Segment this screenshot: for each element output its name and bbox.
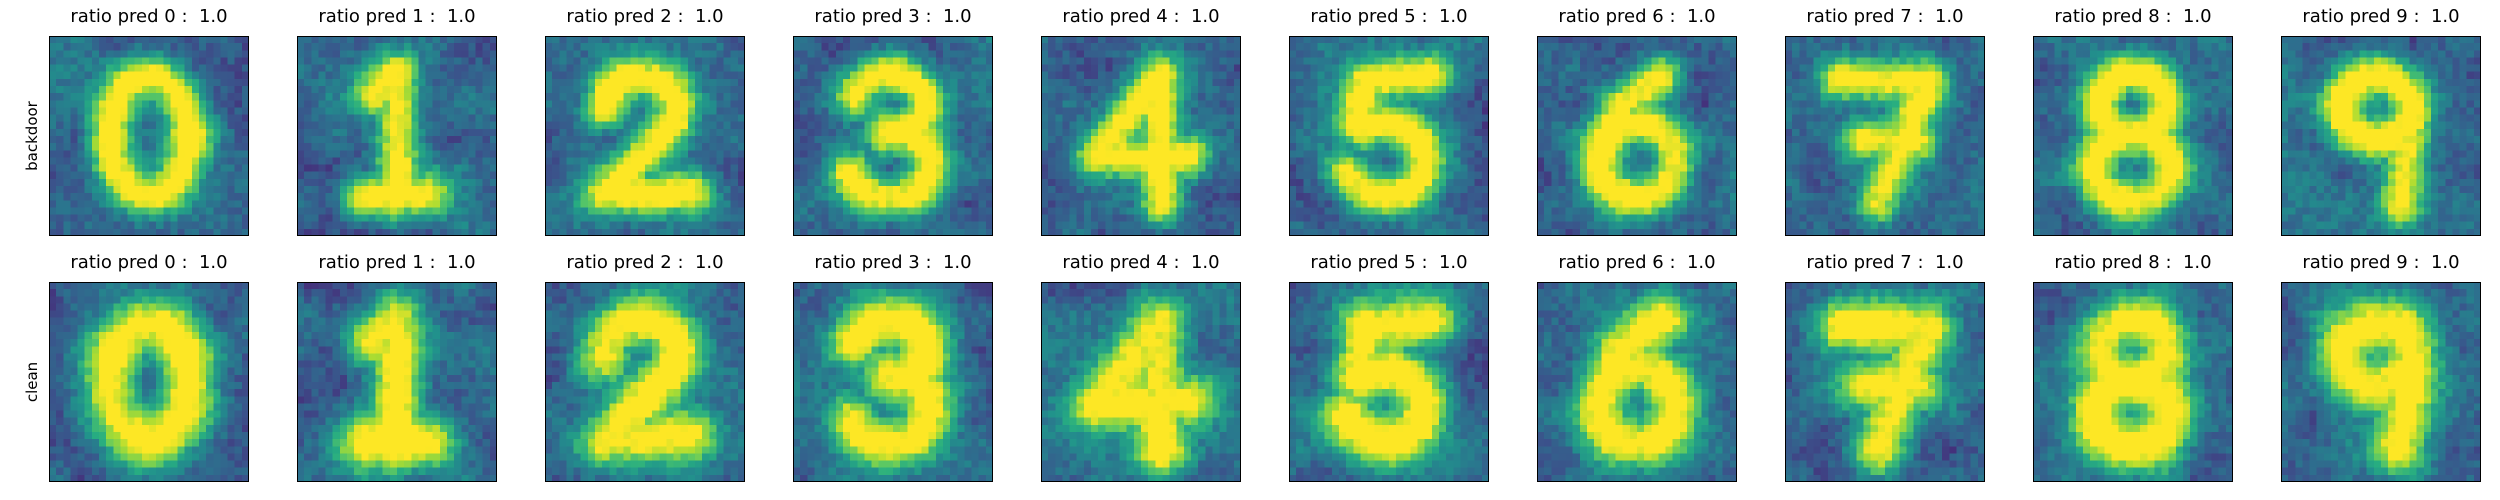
heatmap-panel-backdoor-5: ratio pred 5 : 1.0: [1289, 6, 1489, 236]
heatmap-panel-backdoor-7: ratio pred 7 : 1.0: [1785, 6, 1985, 236]
panel-title: ratio pred 5 : 1.0: [1310, 252, 1468, 273]
row-label-clean: clean: [20, 282, 44, 482]
heatmap-panel-clean-1: ratio pred 1 : 1.0: [297, 252, 497, 482]
heatmap-panel-backdoor-6: ratio pred 6 : 1.0: [1537, 6, 1737, 236]
heatmap-panel-clean-0: ratio pred 0 : 1.0: [49, 252, 249, 482]
heatmap-panel-backdoor-0: ratio pred 0 : 1.0: [49, 6, 249, 236]
heatmap-image: [1041, 36, 1241, 236]
row-label-text: backdoor: [23, 101, 42, 171]
heatmap-panel-backdoor-9: ratio pred 9 : 1.0: [2281, 6, 2481, 236]
heatmap-image: [297, 282, 497, 482]
heatmap-panel-clean-5: ratio pred 5 : 1.0: [1289, 252, 1489, 482]
heatmap-panel-clean-2: ratio pred 2 : 1.0: [545, 252, 745, 482]
panel-title: ratio pred 4 : 1.0: [1062, 6, 1220, 27]
panel-title: ratio pred 7 : 1.0: [1806, 252, 1964, 273]
heatmap-image: [1785, 36, 1985, 236]
row-label-text: clean: [23, 361, 41, 403]
heatmap-panel-clean-4: ratio pred 4 : 1.0: [1041, 252, 1241, 482]
panel-title: ratio pred 3 : 1.0: [814, 6, 972, 27]
panel-title: ratio pred 7 : 1.0: [1806, 6, 1964, 27]
panel-title: ratio pred 1 : 1.0: [318, 6, 476, 27]
heatmap-panel-clean-6: ratio pred 6 : 1.0: [1537, 252, 1737, 482]
heatmap-image: [1289, 36, 1489, 236]
heatmap-image: [2281, 282, 2481, 482]
panel-title: ratio pred 6 : 1.0: [1558, 252, 1716, 273]
panel-title: ratio pred 1 : 1.0: [318, 252, 476, 273]
panel-title: ratio pred 8 : 1.0: [2054, 6, 2212, 27]
heatmap-image: [1537, 36, 1737, 236]
heatmap-image: [1537, 282, 1737, 482]
panel-title: ratio pred 2 : 1.0: [566, 252, 724, 273]
heatmap-image: [2033, 36, 2233, 236]
heatmap-image: [545, 36, 745, 236]
heatmap-panel-backdoor-8: ratio pred 8 : 1.0: [2033, 6, 2233, 236]
heatmap-image: [793, 282, 993, 482]
panel-title: ratio pred 0 : 1.0: [70, 252, 228, 273]
panel-title: ratio pred 0 : 1.0: [70, 6, 228, 27]
heatmap-panel-backdoor-3: ratio pred 3 : 1.0: [793, 6, 993, 236]
heatmap-image: [545, 282, 745, 482]
heatmap-image: [1289, 282, 1489, 482]
panel-title: ratio pred 2 : 1.0: [566, 6, 724, 27]
heatmap-panel-backdoor-1: ratio pred 1 : 1.0: [297, 6, 497, 236]
heatmap-panel-clean-9: ratio pred 9 : 1.0: [2281, 252, 2481, 482]
heatmap-panel-clean-3: ratio pred 3 : 1.0: [793, 252, 993, 482]
panel-title: ratio pred 6 : 1.0: [1558, 6, 1716, 27]
heatmap-image: [1041, 282, 1241, 482]
heatmap-panel-backdoor-4: ratio pred 4 : 1.0: [1041, 6, 1241, 236]
heatmap-image: [49, 36, 249, 236]
heatmap-image: [49, 282, 249, 482]
panel-title: ratio pred 3 : 1.0: [814, 252, 972, 273]
panel-title: ratio pred 5 : 1.0: [1310, 6, 1468, 27]
heatmap-image: [297, 36, 497, 236]
heatmap-panel-clean-7: ratio pred 7 : 1.0: [1785, 252, 1985, 482]
heatmap-image: [2281, 36, 2481, 236]
heatmap-panel-clean-8: ratio pred 8 : 1.0: [2033, 252, 2233, 482]
panel-title: ratio pred 9 : 1.0: [2302, 6, 2460, 27]
panel-title: ratio pred 8 : 1.0: [2054, 252, 2212, 273]
row-label-backdoor: backdoor: [20, 36, 44, 236]
heatmap-image: [2033, 282, 2233, 482]
heatmap-panel-backdoor-2: ratio pred 2 : 1.0: [545, 6, 745, 236]
heatmap-image: [793, 36, 993, 236]
panel-title: ratio pred 9 : 1.0: [2302, 252, 2460, 273]
panel-title: ratio pred 4 : 1.0: [1062, 252, 1220, 273]
heatmap-image: [1785, 282, 1985, 482]
